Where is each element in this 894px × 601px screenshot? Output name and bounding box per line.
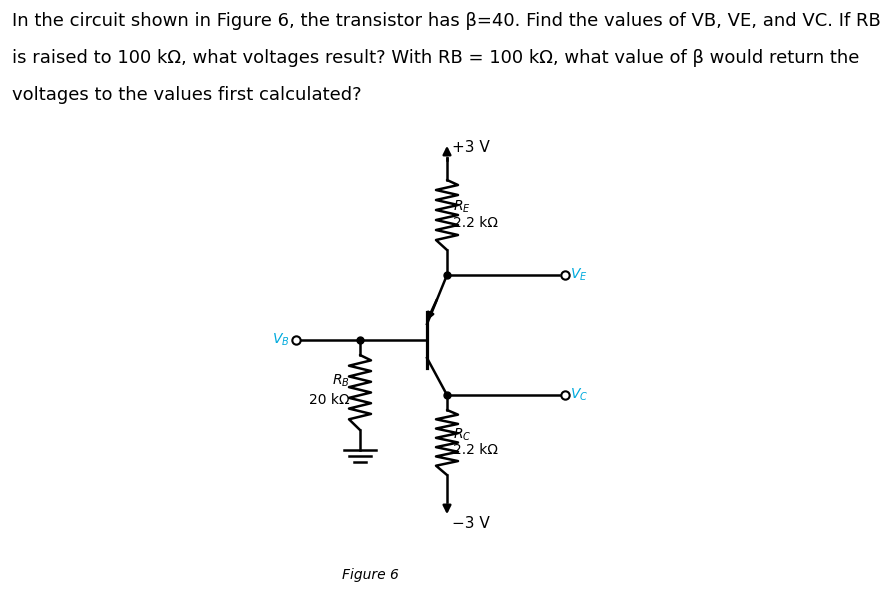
- Text: $R_E$: $R_E$: [453, 199, 471, 215]
- Text: voltages to the values first calculated?: voltages to the values first calculated?: [12, 86, 362, 104]
- Text: $R_B$: $R_B$: [333, 372, 350, 389]
- Text: $V_B$: $V_B$: [273, 332, 290, 348]
- Text: +3 V: +3 V: [452, 141, 490, 156]
- Text: In the circuit shown in Figure 6, the transistor has β=40. Find the values of VB: In the circuit shown in Figure 6, the tr…: [12, 12, 881, 30]
- Text: 20 kΩ: 20 kΩ: [309, 394, 350, 407]
- Text: $V_C$: $V_C$: [570, 387, 588, 403]
- Text: 2.2 kΩ: 2.2 kΩ: [453, 444, 498, 457]
- Text: Figure 6: Figure 6: [342, 568, 399, 582]
- Text: $R_C$: $R_C$: [453, 426, 471, 443]
- Text: $V_E$: $V_E$: [570, 267, 587, 283]
- Text: is raised to 100 kΩ, what voltages result? With RB = 100 kΩ, what value of β wou: is raised to 100 kΩ, what voltages resul…: [12, 49, 859, 67]
- Text: −3 V: −3 V: [452, 516, 490, 531]
- Text: 2.2 kΩ: 2.2 kΩ: [453, 216, 498, 230]
